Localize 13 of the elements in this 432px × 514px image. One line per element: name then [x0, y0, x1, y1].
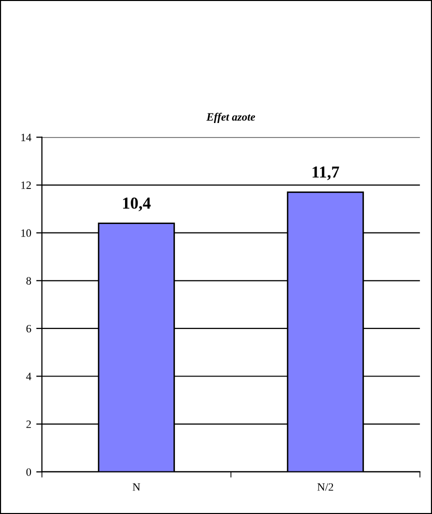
data-label: 11,7 [312, 166, 340, 180]
y-tick-label: 10 [21, 229, 32, 237]
y-tick-label: 8 [26, 277, 32, 285]
y-tick-label: 0 [26, 468, 32, 476]
y-tick-label: 14 [21, 134, 32, 142]
y-tick-label: 2 [26, 420, 31, 428]
x-tick-label: N/2 [317, 483, 334, 491]
y-tick-label: 6 [26, 324, 32, 332]
y-tick-label: 4 [26, 372, 32, 380]
x-tick-label: N [132, 483, 140, 491]
data-label: 10,4 [123, 198, 151, 212]
y-tick-label: 12 [21, 182, 31, 189]
chart-title: Effet azote [206, 112, 256, 123]
